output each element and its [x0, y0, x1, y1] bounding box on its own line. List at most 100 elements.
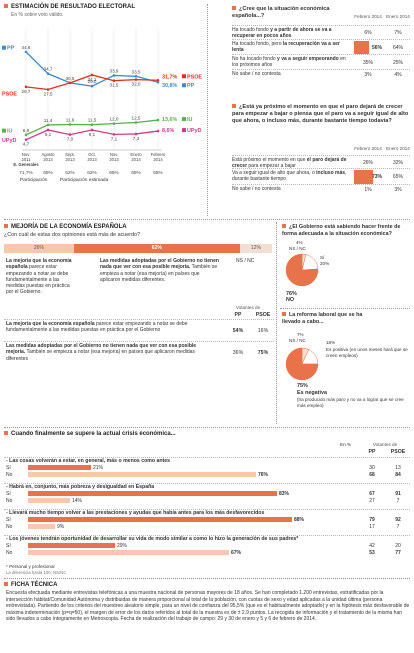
participation-label: Participación [20, 178, 48, 183]
legend-name-psoe: PSOE [187, 74, 202, 80]
q1-rows-v1-2: 35% [362, 59, 373, 66]
mejora-question: ¿Con cuál de estas dos opiniones está má… [4, 232, 141, 238]
point-label-upyd-2: 7,0 [67, 137, 74, 142]
point-label-upyd-3: 9,1 [89, 132, 96, 137]
crisis-si-pp-1: 67 [369, 491, 375, 497]
crisis-si-pp-3: 42 [369, 543, 375, 549]
point-label-upyd-5: 7,3 [133, 136, 140, 141]
point-label-iu-0: 6,9 [23, 128, 30, 133]
point-psoe-4 [112, 79, 116, 82]
mejora-row-sep-1 [4, 341, 274, 342]
point-label-psoe-3: 34,1 [88, 77, 97, 82]
mejora-opt2: Las medidas adoptadas por el Gobierno no… [100, 258, 219, 283]
crisis-sep-1 [4, 483, 410, 484]
legend-swatch-iu [182, 117, 186, 122]
point-iu-6 [156, 118, 160, 122]
q1-rows-v2-1: 64% [392, 44, 403, 51]
point-label-iu-1: 11,4 [44, 118, 53, 123]
crisis-si-value-3: 29% [117, 543, 128, 549]
point-pp-6 [156, 80, 160, 84]
q1-rows-sep-2 [232, 54, 410, 55]
mejora-bar-segment-2: 12% [239, 244, 272, 253]
mejora-col-psoe: PSOE [255, 312, 271, 318]
point-label-psoe-4: 31,5 [110, 83, 119, 88]
point-label-upyd-1: 9,1 [45, 132, 52, 137]
point-iu-0 [24, 133, 28, 137]
crisis-footnote1: * Personal y profesional [6, 564, 55, 569]
x-tick-2: Sept. 2013 [65, 152, 75, 162]
q1-rows-v2-3: 4% [394, 72, 402, 78]
legend-name-upyd: UPyD [187, 128, 201, 134]
q2-rows-sep-1 [232, 168, 410, 169]
point-pp-5 [134, 75, 138, 78]
pie2-ns-label: NS / NC [289, 338, 306, 343]
point-upyd-2 [68, 133, 72, 136]
pie1-ns-pct: 4% [296, 240, 303, 245]
legend-swatch-upyd [182, 128, 186, 133]
point-label-pp-4: 33,9 [110, 68, 119, 73]
mejora-col-pp: PP [234, 312, 242, 318]
legend-value-pp: 30,8% [162, 83, 177, 89]
q1-rows-text-1: Ha tocado fondo, pero la recuperación va… [232, 41, 340, 54]
left-icon-2 [2, 128, 6, 133]
x-tick-0: Nov. 2011 E. Generales [13, 152, 39, 167]
participation-4: 65% [109, 170, 119, 176]
legend-value-psoe: 31,7% [162, 74, 177, 80]
legend-swatch-psoe [182, 74, 186, 79]
point-psoe-2 [68, 81, 72, 85]
q1-rows-text-2: No ha tocado fondo y va a seguir empeora… [232, 56, 346, 69]
crisis-si-value-1: 83% [279, 491, 290, 497]
crisis-si-psoe-2: 92 [395, 517, 401, 523]
pie1-si-label: Sí [320, 255, 325, 260]
point-psoe-1 [46, 88, 50, 91]
point-label-upyd-0: 4,7 [23, 142, 30, 147]
q2-rows-v1-2: 1% [364, 186, 372, 193]
crisis-sep-0 [4, 457, 410, 458]
legend-name-pp: PP [187, 83, 195, 89]
point-pp-3 [90, 84, 94, 88]
crisis-col-pp: PP [368, 449, 376, 455]
mejora-title: MEJORÍA DE LA ECONOMÍA ESPAÑOLA [4, 224, 127, 231]
q2-rows-sep-2 [232, 184, 410, 185]
crisis-no-label-1: No [6, 498, 13, 504]
point-label-pp-1: 34,7 [44, 67, 53, 72]
point-pp-0 [24, 50, 28, 54]
mejora-bar-segment-1: 62% [73, 244, 240, 253]
crisis-si-bar-1 [28, 491, 277, 496]
q2-rows-bar-1 [354, 170, 373, 184]
pie2-neg-label: Es negativa [297, 390, 327, 396]
q1-rows-v2-0: 7% [394, 30, 402, 36]
q1-rows-v1-0: 6% [364, 30, 372, 36]
q2-rows-text-1: Va a seguir igual de alto que ahora, o i… [232, 170, 347, 183]
point-iu-1 [46, 123, 50, 127]
mejora-row-pp-1: 36% [232, 350, 244, 356]
pie1-no-label: NO [286, 297, 295, 303]
crisis-col-pct: En % [340, 442, 351, 447]
crisis-no-psoe-3: 77 [395, 550, 401, 556]
left-label-psoe: PSOE [2, 92, 17, 98]
crisis-no-psoe-1: 7 [396, 498, 400, 504]
crisis-no-psoe-0: 84 [395, 472, 401, 478]
crisis-no-label-3: No [6, 550, 13, 556]
q2-rows-v2-1: 65% [392, 174, 403, 180]
point-label-psoe-0: 28,7 [22, 89, 31, 94]
participation-0: 71,7% [19, 170, 33, 176]
x-tick-5: Enero 2014 [130, 152, 142, 162]
pie1-si-pct: 20% [320, 261, 330, 266]
crisis-no-pp-1: 27 [369, 498, 375, 504]
ficha-title: FICHA TÉCNICA [4, 582, 57, 589]
crisis-no-value-0: 76% [258, 472, 269, 478]
election-title: ESTIMACIÓN DE RESULTADO ELECTORAL [4, 4, 135, 11]
crisis-no-bar-2 [28, 524, 55, 529]
crisis-no-psoe-2: 7 [396, 524, 400, 530]
crisis-question-2: - Llevará mucho tiempo volver a las pres… [6, 510, 265, 516]
crisis-si-bar-2 [28, 517, 292, 522]
point-label-iu-3: 11,5 [88, 118, 97, 123]
participation-3: 62% [87, 170, 97, 176]
crisis-no-bar-0 [28, 472, 256, 477]
point-psoe-3 [90, 73, 94, 77]
q2-rows-v1-0: 26% [362, 159, 373, 166]
point-upyd-4 [112, 133, 116, 136]
q1-rows-v2-2: 25% [392, 59, 403, 66]
mejora-row-psoe-1: 75% [257, 350, 269, 356]
